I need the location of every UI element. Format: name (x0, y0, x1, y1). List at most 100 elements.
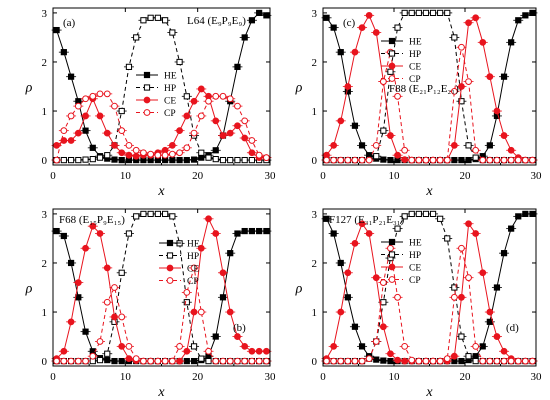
legend-hp-label: HP (187, 252, 199, 262)
series-cp-point (507, 156, 515, 164)
x-axis-label: x (157, 184, 165, 199)
series-cp-point (74, 102, 82, 110)
plot-frame (52, 7, 271, 166)
legend-hp-label: HP (409, 50, 421, 60)
series-ce-point (465, 19, 472, 27)
series-cp-point (472, 342, 480, 350)
legend-hp-marker (166, 252, 174, 259)
series-cp-point (82, 95, 89, 103)
series-he-point (373, 356, 380, 363)
series-he-point (522, 210, 529, 218)
series-hp-point (444, 9, 451, 17)
series-he-point (493, 284, 501, 291)
series-he-point (190, 156, 198, 163)
series-cp-point (330, 156, 338, 164)
series-cp-point (89, 352, 97, 360)
legend-hp-label: HP (164, 84, 176, 94)
series-he-point (387, 357, 394, 365)
series-hp-point (241, 156, 248, 164)
series-cp-point (486, 357, 494, 365)
series-hp-point (169, 29, 176, 36)
series-cp-point (486, 156, 494, 164)
legend: HE HP CE CP (381, 38, 422, 85)
series-hp-point (437, 9, 444, 17)
series-cp-point (330, 357, 338, 365)
series-cp-point (429, 357, 437, 365)
series-hp-point (104, 152, 111, 159)
y-axis-label: ρ (295, 282, 303, 297)
series-ce-point (118, 149, 126, 157)
legend-he-label: HE (409, 239, 422, 249)
series-cp (51, 264, 272, 365)
series-ce-point (450, 141, 458, 149)
series-ce-point (458, 293, 465, 301)
series-ce-point (125, 355, 133, 363)
series-cp-point (183, 289, 191, 296)
series-hp-point (219, 156, 227, 164)
series-he-point (248, 227, 256, 235)
series-cp-point (53, 156, 61, 164)
legend-cp-marker (166, 277, 174, 284)
series-ce-point (67, 318, 75, 326)
series-cp-point (337, 156, 345, 164)
series-ce-point (465, 220, 472, 228)
series-he-point (380, 156, 387, 163)
legend-hp-marker (143, 84, 151, 91)
series-cp (51, 90, 272, 164)
legend-ce-marker (388, 62, 396, 70)
series-cp-point (74, 357, 82, 365)
series-cp-point (408, 156, 416, 164)
series-he-point (337, 49, 344, 56)
series-hp-point (465, 142, 472, 149)
series-he-point (330, 24, 337, 31)
series-ce-point (372, 29, 380, 36)
series-cp-point (67, 357, 75, 365)
legend-he-marker (143, 71, 151, 79)
legend-ce-label: CE (409, 264, 421, 274)
series-ce-point (96, 230, 104, 237)
series-hp-point (205, 357, 212, 365)
series-ce-point (450, 352, 458, 360)
series-cp-point (205, 97, 212, 105)
series-cp-point (262, 154, 270, 162)
series-cp-point (422, 156, 430, 164)
series-hp-point (234, 156, 241, 164)
series-ce-point (394, 151, 401, 159)
series-hp-point (472, 357, 479, 365)
series-hp-point (408, 210, 415, 218)
series-hp-point (82, 156, 89, 163)
series-hp-point (89, 156, 96, 163)
y-tick-label: 1 (312, 307, 318, 319)
series-ce-point (507, 146, 515, 154)
series-he-point (234, 230, 241, 237)
legend-he-marker (166, 239, 174, 247)
series-cp-point (387, 244, 394, 252)
series-ce-point (365, 230, 373, 237)
series-hp-point (451, 284, 458, 291)
series-ce-point (337, 117, 345, 125)
series-cp-point (132, 146, 140, 154)
series-ce-point (212, 230, 220, 237)
series-ce-point (351, 239, 359, 247)
series-ce-point (226, 308, 234, 316)
panel-a: 0 10 20 30 0 1 2 3 x ρ HE HP CE CP (a) L64 (E₉P₉E₉) (25, 7, 276, 199)
series-ce-point (255, 347, 263, 355)
legend: HE HP CE CP (381, 239, 422, 286)
legend-ce-label: CE (164, 97, 176, 107)
series-cp-point (255, 151, 263, 159)
plot-frame (322, 7, 537, 166)
series-hp-point (147, 210, 154, 218)
series-ce-point (82, 112, 89, 120)
series-ce-point (74, 129, 82, 137)
series-cp-point (111, 284, 118, 291)
series-he-point (465, 156, 472, 164)
x-tick-label: 10 (120, 170, 132, 182)
x-tick-label: 20 (460, 371, 472, 383)
series-cp-point (472, 146, 480, 154)
series-he-point (323, 14, 330, 21)
series-ce-point (344, 83, 352, 90)
series-cp-point (450, 88, 458, 95)
series-cp-point (351, 156, 359, 164)
series-he-point (344, 294, 351, 301)
